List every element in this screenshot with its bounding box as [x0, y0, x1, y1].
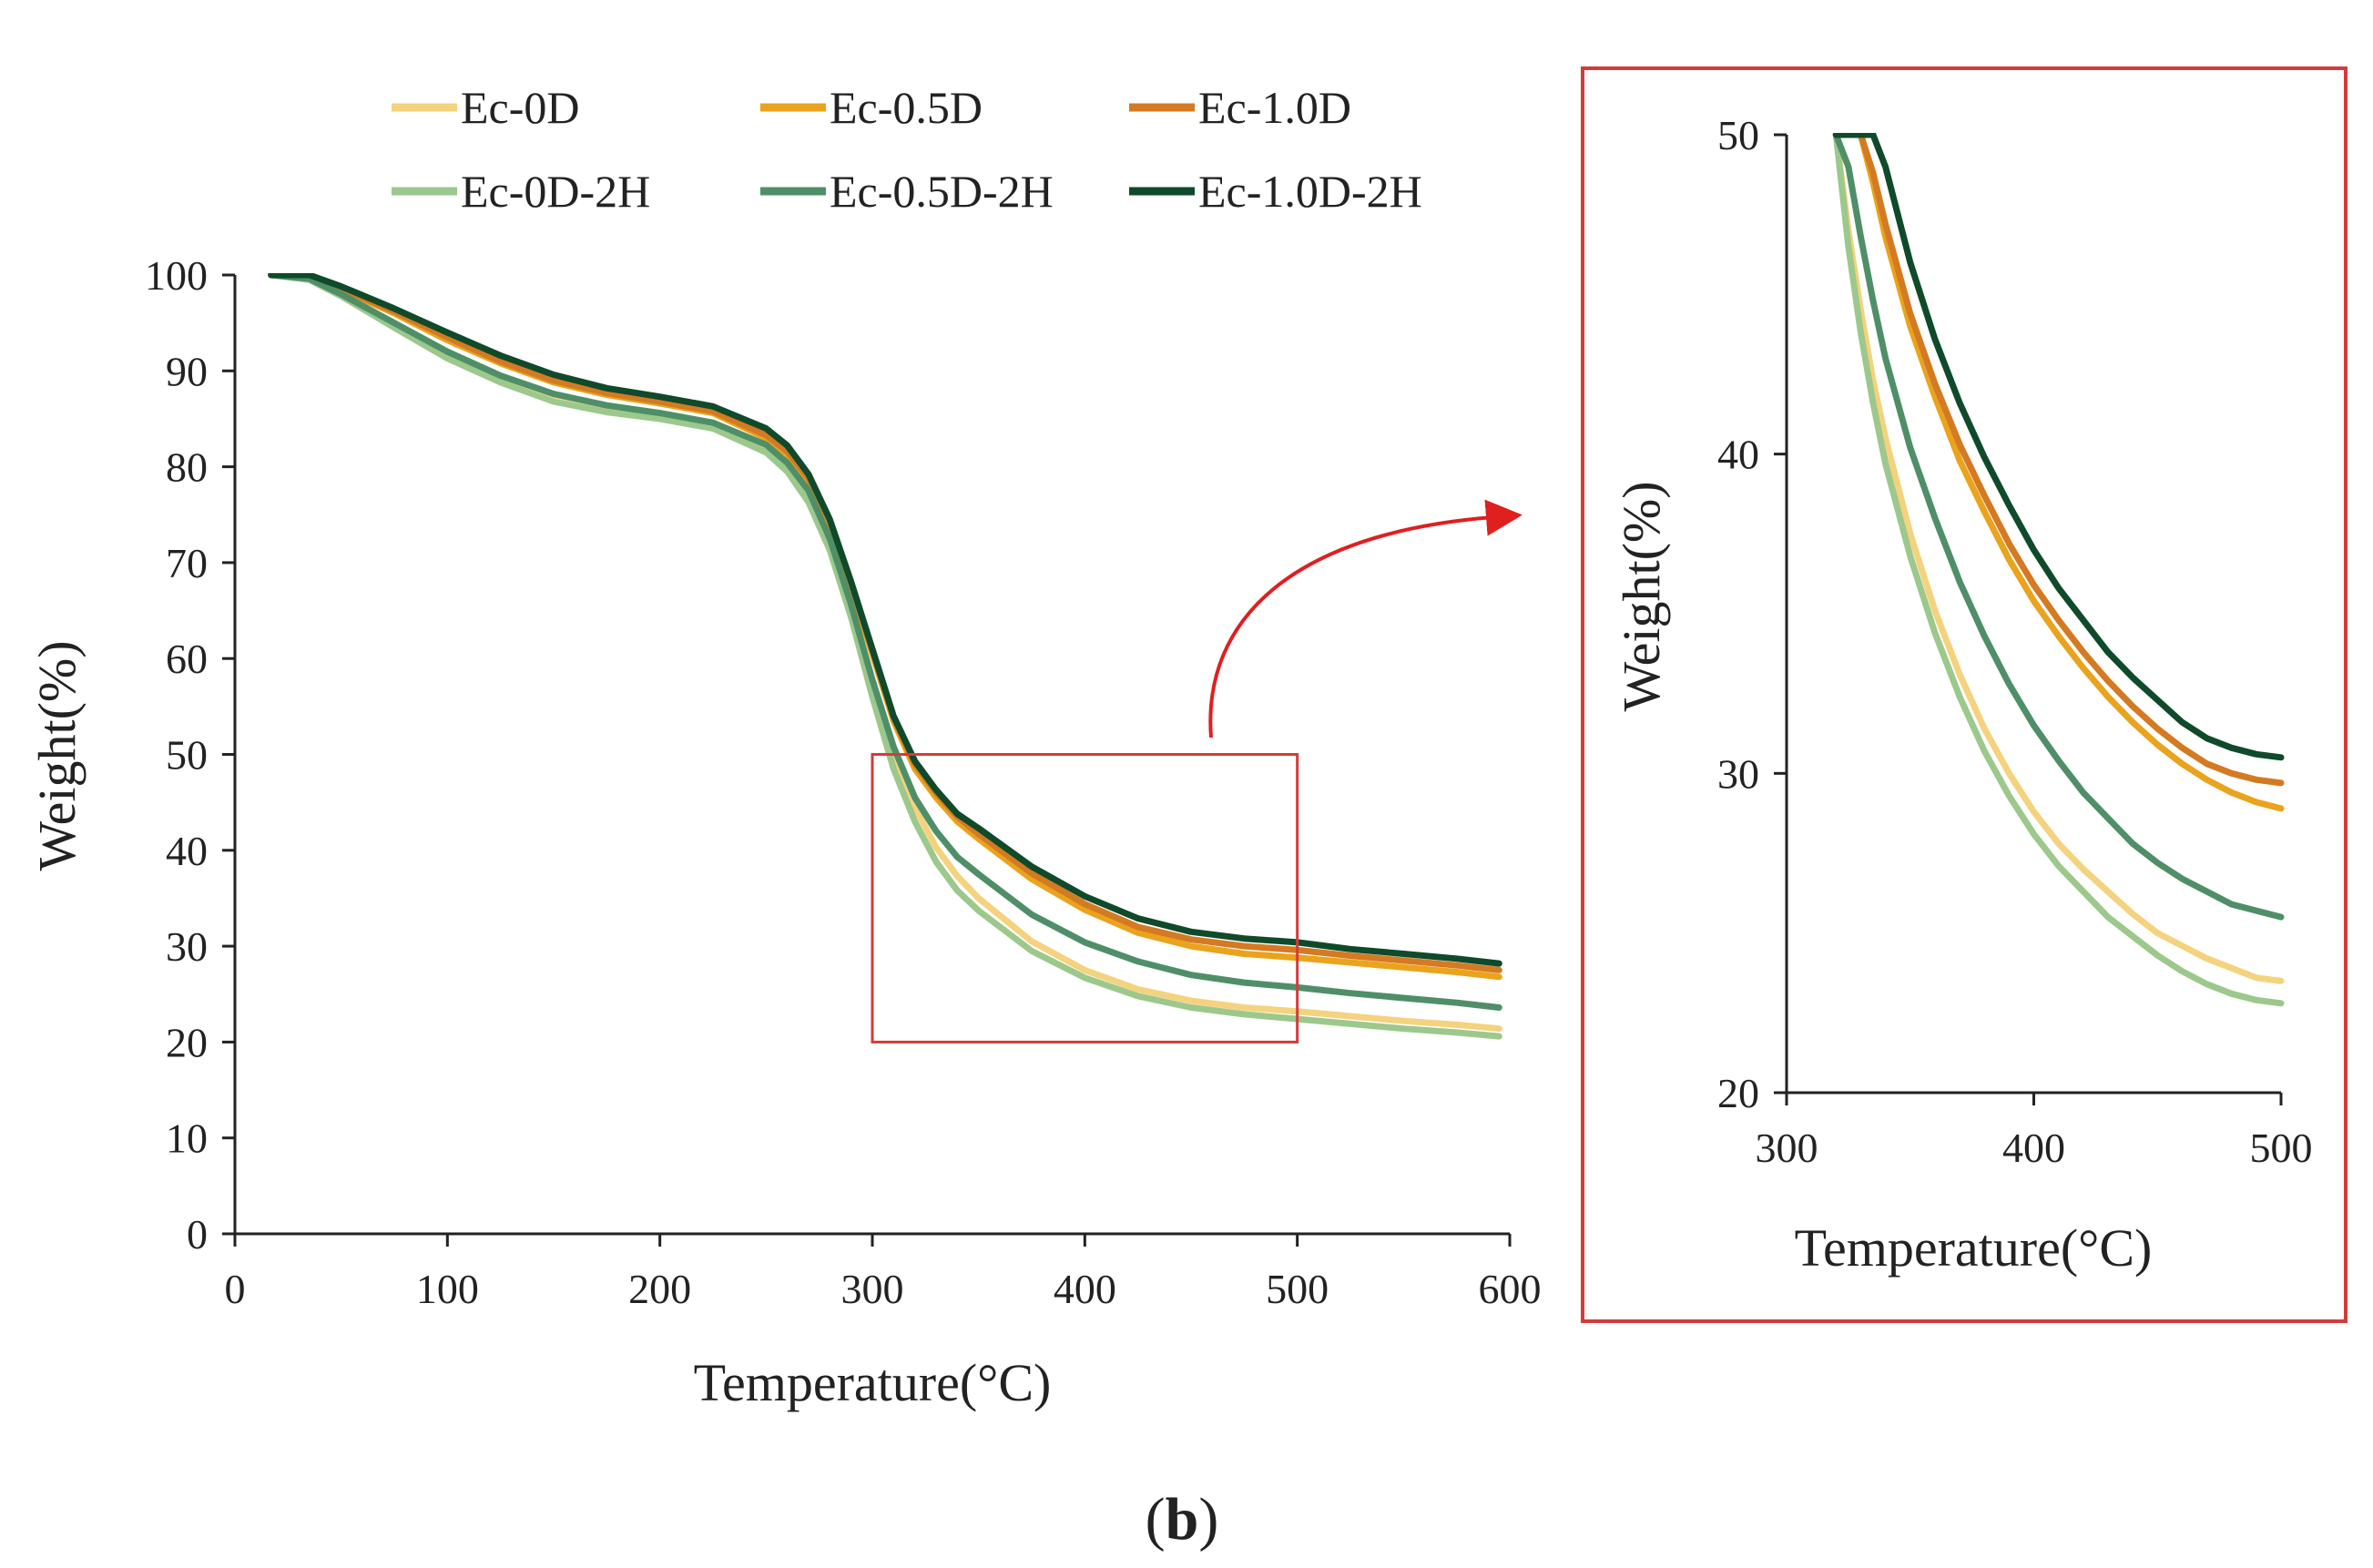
inset-y-tick-label: 30 — [1717, 750, 1759, 797]
figure-caption: (b) — [1146, 1486, 1219, 1553]
legend: Ec-0D Ec-0.5D Ec-1.0D Ec-0D-2H Ec-0.5D-2H Ec-… — [392, 82, 1422, 217]
main-x-tick-label: 300 — [841, 1266, 904, 1312]
main-y-tick-label: 100 — [145, 252, 208, 299]
inset-axes — [1785, 135, 2281, 1095]
main-y-tick-label: 30 — [166, 923, 208, 970]
main-y-tick-label: 90 — [166, 348, 208, 394]
main-y-tick-label: 80 — [166, 444, 208, 491]
main-y-tick-label: 60 — [166, 636, 208, 682]
main-y-tick-label: 10 — [166, 1115, 208, 1162]
legend-label-4: Ec-0D-2H — [461, 166, 650, 217]
main-series-line-3 — [268, 273, 1502, 973]
main-series-group — [268, 273, 1502, 1040]
inset-series-group — [1832, 133, 2285, 1007]
legend-label-2: Ec-0.5D — [830, 82, 983, 133]
inset-series-line-6 — [1832, 133, 2285, 761]
main-series-line-1 — [268, 273, 1502, 1033]
main-y-axis-title: Weight(%) — [27, 640, 87, 871]
main-ticks: 0 100 200 300 400 500 600 0 10 20 30 40 50 60 70 80 90 10… — [145, 252, 1542, 1312]
main-x-tick-label: 0 — [225, 1266, 246, 1312]
main-series-line-6 — [268, 273, 1502, 967]
legend-label-3: Ec-1.0D — [1198, 82, 1351, 133]
inset-x-tick-label: 300 — [1756, 1125, 1818, 1171]
inset-series-line-5 — [1832, 133, 2285, 921]
main-y-tick-label: 40 — [166, 828, 208, 874]
caption-close-paren: ) — [1198, 1486, 1218, 1553]
inset-x-axis-title: Temperature(°C) — [1795, 1218, 2153, 1278]
inset-y-tick-label: 50 — [1717, 112, 1759, 158]
main-x-axis-title: Temperature(°C) — [694, 1353, 1052, 1412]
main-y-tick-label: 0 — [187, 1211, 208, 1257]
main-series-line-2 — [268, 273, 1502, 981]
main-x-tick-label: 100 — [416, 1266, 479, 1312]
main-series-line-5 — [268, 273, 1502, 1011]
inset-y-axis-title: Weight(%) — [1612, 481, 1671, 711]
inset-series-line-3 — [1832, 133, 2285, 787]
legend-label-1: Ec-0D — [461, 82, 580, 133]
inset-x-tick-label: 400 — [2002, 1125, 2065, 1171]
inset-series-line-4 — [1832, 133, 2285, 1007]
zoom-arrow — [1208, 499, 1523, 738]
legend-label-5: Ec-0.5D-2H — [830, 166, 1054, 217]
main-x-tick-label: 600 — [1479, 1266, 1542, 1312]
legend-label-6: Ec-1.0D-2H — [1198, 166, 1422, 217]
main-x-tick-label: 500 — [1266, 1266, 1329, 1312]
main-y-tick-label: 50 — [166, 732, 208, 779]
inset-x-tick-label: 500 — [2250, 1125, 2313, 1171]
caption-open-paren: ( — [1146, 1486, 1166, 1553]
inset-chart: 300 400 500 20 30 40 50 Temperature(°C) Weight… — [1612, 112, 2313, 1278]
zoom-region-box — [871, 753, 1299, 1044]
main-x-tick-label: 200 — [628, 1266, 691, 1312]
caption-letter: b — [1166, 1486, 1199, 1553]
main-x-tick-label: 400 — [1054, 1266, 1116, 1312]
inset-y-tick-label: 40 — [1717, 432, 1759, 478]
inset-ticks: 300 400 500 20 30 40 50 — [1717, 112, 2313, 1171]
inset-series-line-1 — [1832, 133, 2285, 984]
main-series-line-4 — [268, 273, 1502, 1040]
inset-y-tick-label: 20 — [1717, 1070, 1759, 1116]
main-y-tick-label: 70 — [166, 540, 208, 586]
inset-panel-frame — [1581, 66, 2348, 1323]
main-y-tick-label: 20 — [166, 1019, 208, 1065]
main-chart: 0 100 200 300 400 500 600 0 10 20 30 40 50 60 70 80 90 10… — [27, 252, 1542, 1412]
